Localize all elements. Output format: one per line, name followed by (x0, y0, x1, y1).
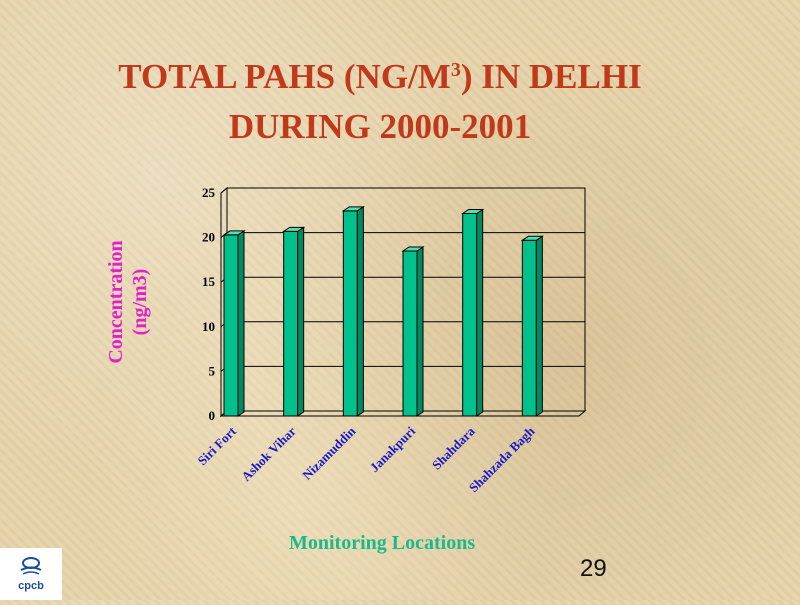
x-tick-label: Siri Fort (195, 423, 240, 468)
y-tick-label: 15 (202, 274, 216, 289)
bar-side (416, 246, 424, 417)
y-tick-label: 20 (202, 230, 215, 245)
y-tick-label: 0 (209, 408, 216, 423)
y-axis-label-line-2: (ng/m3) (129, 268, 151, 336)
bar (223, 234, 239, 417)
bar (402, 250, 418, 417)
title-line-2: DURING 2000-2001 (228, 107, 532, 146)
bar-side (297, 226, 305, 417)
bar (521, 239, 537, 417)
x-tick-label: Janakpuri (367, 423, 419, 475)
cpcb-logo-icon: cpcb (18, 557, 44, 592)
y-tick-label: 10 (202, 319, 215, 334)
y-tick-label: 5 (209, 363, 216, 378)
x-tick-label: Shahdara (429, 423, 478, 472)
bar (462, 213, 478, 417)
bar-side (356, 205, 364, 417)
logo-text: cpcb (18, 580, 44, 592)
x-tick-label: Nizamuddin (299, 423, 359, 483)
y-axis-label: Concentration (ng/m3) (103, 222, 153, 382)
page-number: 29 (580, 555, 607, 582)
cpcb-logo: cpcb (0, 548, 62, 600)
title-superscript: 3 (450, 59, 461, 81)
x-tick-label: Ashok Vihar (238, 423, 299, 484)
bar-side (237, 229, 245, 417)
bar-top (341, 206, 365, 212)
bar-top (401, 246, 425, 252)
bar-side (535, 235, 543, 417)
bar-top (282, 226, 306, 232)
bar (342, 210, 358, 417)
title-line-1-prefix: TOTAL PAHS (NG/M (118, 57, 451, 96)
gridline-side (220, 187, 228, 194)
bar (283, 230, 299, 417)
y-axis-label-line-1: Concentration (105, 240, 127, 364)
y-tick-label: 25 (202, 185, 216, 200)
x-axis-label: Monitoring Locations (289, 532, 476, 554)
title-line-1-suffix: ) IN DELHI (460, 57, 642, 96)
bar-side (476, 208, 484, 417)
bar-top (520, 235, 544, 241)
slide-title: TOTAL PAHS (NG/M3) IN DELHI DURING 2000-… (0, 52, 760, 152)
bar-top (461, 209, 485, 215)
bar-top (222, 230, 246, 236)
title-line-1: TOTAL PAHS (NG/M3) IN DELHI (0, 52, 760, 102)
